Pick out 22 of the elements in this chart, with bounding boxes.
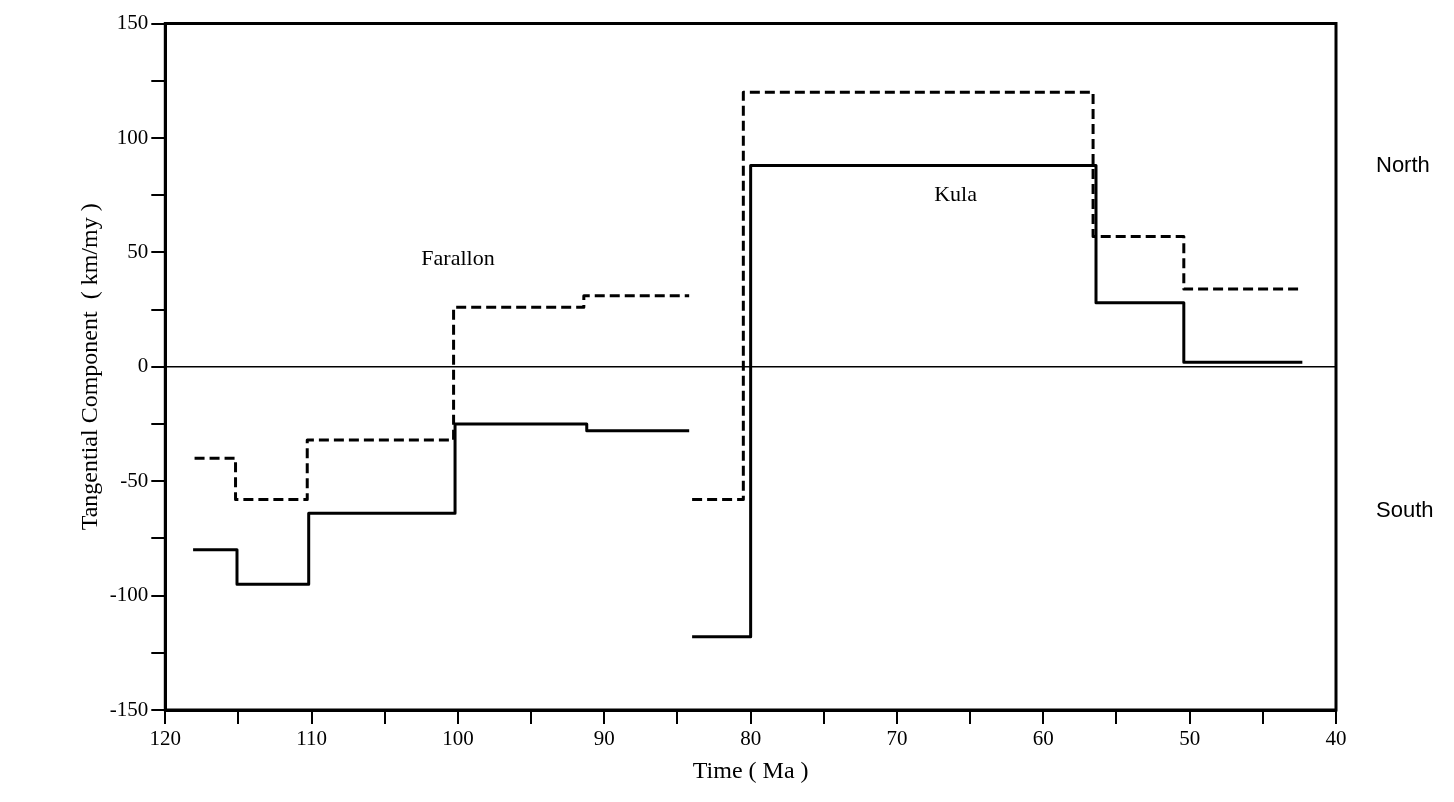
x-tick-label: 110 <box>296 726 327 751</box>
x-axis-title: Time ( Ma ) <box>692 756 809 783</box>
y-tick-label: 150 <box>116 10 149 35</box>
y-tick-label: 100 <box>116 124 149 149</box>
y-axis-title: Tangential Component ( km/my ) <box>75 203 102 531</box>
x-tick-label: 60 <box>1032 726 1054 751</box>
x-tick-label: 90 <box>593 726 615 751</box>
text: North <box>1376 151 1430 177</box>
y-tick-label: -100 <box>109 582 149 607</box>
annotation: Kula <box>934 180 978 206</box>
x-tick-label: 70 <box>886 726 908 751</box>
x-tick-label: 50 <box>1179 726 1201 751</box>
x-tick-label: 120 <box>149 726 182 751</box>
x-tick-label: 80 <box>740 726 762 751</box>
x-tick-label: 100 <box>442 726 474 751</box>
text: South <box>1376 497 1434 523</box>
y-tick-label: 0 <box>137 353 149 378</box>
y-tick-label: -50 <box>120 467 149 492</box>
y-tick-label: 50 <box>127 238 149 263</box>
x-tick-label: 40 <box>1325 726 1347 751</box>
y-tick-label: -150 <box>109 696 149 721</box>
annotation: Farallon <box>421 245 495 271</box>
